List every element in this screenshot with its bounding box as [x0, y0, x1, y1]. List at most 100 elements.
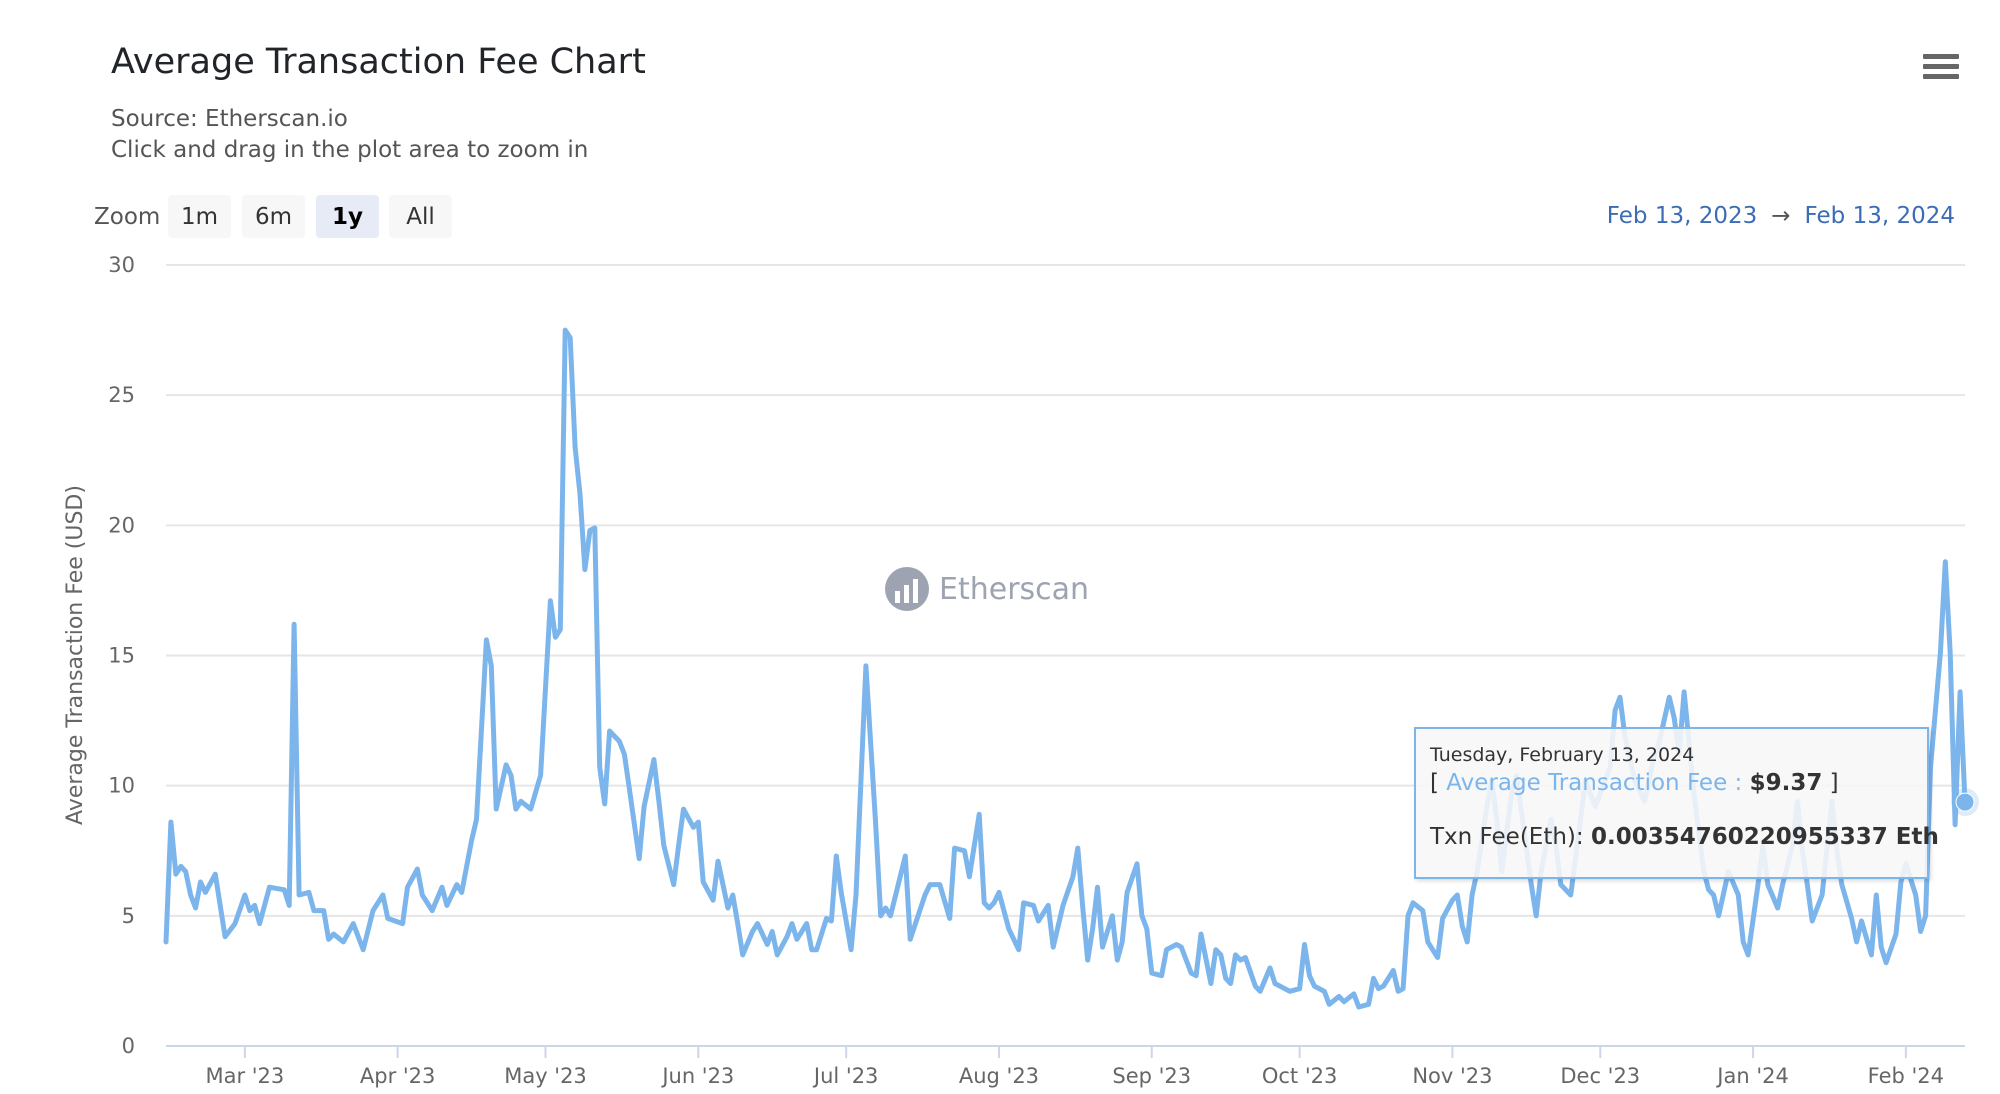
data-point[interactable] [671, 882, 676, 887]
data-point[interactable] [1194, 973, 1199, 978]
data-point[interactable] [1080, 906, 1085, 911]
data-point[interactable] [1144, 926, 1149, 931]
data-point[interactable] [1948, 650, 1953, 655]
data-point[interactable] [597, 765, 602, 770]
data-point[interactable] [1356, 1004, 1361, 1009]
data-point[interactable] [775, 952, 780, 957]
data-point[interactable] [750, 929, 755, 934]
data-point[interactable] [1938, 650, 1943, 655]
data-point[interactable] [1943, 559, 1948, 564]
data-point[interactable] [1159, 973, 1164, 978]
data-point[interactable] [1893, 932, 1898, 937]
data-point[interactable] [676, 843, 681, 848]
data-point[interactable] [637, 856, 642, 861]
data-point[interactable] [607, 728, 612, 733]
data-point[interactable] [977, 812, 982, 817]
data-point[interactable] [321, 908, 326, 913]
data-point[interactable] [573, 445, 578, 450]
data-point[interactable] [908, 937, 913, 942]
data-point[interactable] [582, 567, 587, 572]
data-point[interactable] [592, 525, 597, 530]
data-point[interactable] [1884, 960, 1889, 965]
data-point[interactable] [385, 916, 390, 921]
data-point[interactable] [183, 869, 188, 874]
data-point[interactable] [178, 864, 183, 869]
data-point[interactable] [203, 890, 208, 895]
data-point[interactable] [1253, 984, 1258, 989]
data-point[interactable] [287, 903, 292, 908]
data-point[interactable] [1268, 965, 1273, 970]
data-point[interactable] [1923, 913, 1928, 918]
range-to[interactable]: Feb 13, 2024 [1804, 203, 1955, 229]
data-point[interactable] [1070, 874, 1075, 879]
data-point[interactable] [587, 528, 592, 533]
data-point[interactable] [987, 906, 992, 911]
data-point[interactable] [1351, 991, 1356, 996]
data-point[interactable] [1228, 981, 1233, 986]
data-point[interactable] [1164, 947, 1169, 952]
data-point[interactable] [1090, 926, 1095, 931]
data-point[interactable] [326, 937, 331, 942]
data-point[interactable] [1100, 945, 1105, 950]
data-point[interactable] [873, 822, 878, 827]
data-point[interactable] [1233, 952, 1238, 957]
data-point[interactable] [405, 885, 410, 890]
data-point[interactable] [1765, 882, 1770, 887]
data-point[interactable] [765, 942, 770, 947]
data-point[interactable] [513, 807, 518, 812]
data-point[interactable] [494, 807, 499, 812]
data-point[interactable] [602, 801, 607, 806]
data-point[interactable] [1613, 708, 1618, 713]
data-point[interactable] [1189, 971, 1194, 976]
data-point[interactable] [164, 939, 169, 944]
data-point[interactable] [553, 635, 558, 640]
data-point[interactable] [1297, 986, 1302, 991]
data-point[interactable] [982, 900, 987, 905]
data-point[interactable] [1396, 989, 1401, 994]
data-point[interactable] [691, 825, 696, 830]
data-point[interactable] [361, 947, 366, 952]
data-point[interactable] [1312, 984, 1317, 989]
data-point[interactable] [962, 848, 967, 853]
data-point[interactable] [1874, 893, 1879, 898]
data-point[interactable] [1706, 887, 1711, 892]
data-point[interactable] [755, 921, 760, 926]
data-point[interactable] [459, 890, 464, 895]
data-point[interactable] [1898, 879, 1903, 884]
data-point[interactable] [681, 807, 686, 812]
data-point[interactable] [854, 893, 859, 898]
data-point[interactable] [1859, 919, 1864, 924]
data-point[interactable] [1682, 689, 1687, 694]
data-point[interactable] [661, 843, 666, 848]
data-point[interactable] [1174, 942, 1179, 947]
data-point[interactable] [1839, 882, 1844, 887]
data-point[interactable] [1672, 715, 1677, 720]
data-point[interactable] [730, 893, 735, 898]
data-point[interactable] [937, 882, 942, 887]
data-point[interactable] [1031, 903, 1036, 908]
data-point[interactable] [794, 937, 799, 942]
data-point[interactable] [297, 893, 302, 898]
data-point[interactable] [1061, 903, 1066, 908]
data-point[interactable] [430, 908, 435, 913]
data-point[interactable] [173, 872, 178, 877]
data-point[interactable] [233, 921, 238, 926]
data-point[interactable] [420, 893, 425, 898]
data-point[interactable] [656, 799, 661, 804]
data-point[interactable] [785, 934, 790, 939]
data-point[interactable] [1736, 893, 1741, 898]
data-point[interactable] [578, 492, 583, 497]
data-point[interactable] [371, 908, 376, 913]
data-point[interactable] [617, 739, 622, 744]
data-point[interactable] [563, 328, 568, 333]
data-point[interactable] [1036, 919, 1041, 924]
data-point[interactable] [1780, 882, 1785, 887]
data-point[interactable] [1381, 984, 1386, 989]
data-point[interactable] [1529, 882, 1534, 887]
data-point[interactable] [252, 903, 257, 908]
data-point[interactable] [888, 913, 893, 918]
data-point[interactable] [1568, 893, 1573, 898]
data-point[interactable] [622, 752, 627, 757]
data-point[interactable] [809, 947, 814, 952]
